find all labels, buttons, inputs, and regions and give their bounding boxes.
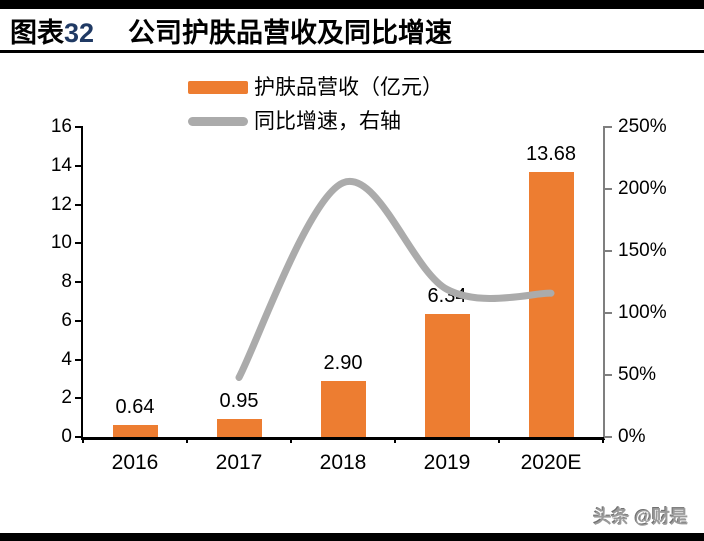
legend-line-label: 同比增速，右轴 [254, 110, 401, 133]
x-axis-tick [82, 437, 84, 443]
right-axis-tick-label: 0% [618, 426, 646, 447]
right-axis-tick-label: 150% [618, 240, 667, 261]
right-axis-tick [605, 126, 612, 128]
left-axis-tick [75, 281, 82, 283]
title-prefix: 图表 [10, 18, 64, 48]
top-border-bar [0, 0, 704, 9]
watermark: 头条 @财是 [593, 507, 688, 527]
x-axis-category-label: 2020E [520, 451, 582, 474]
title-number: 32 [64, 18, 95, 48]
bar [112, 424, 158, 437]
bar-value-label: 2.90 [323, 351, 363, 374]
y-axis-tick-label: 0 [61, 426, 72, 447]
right-axis-tick-label: 250% [618, 116, 667, 137]
left-axis-tick [75, 242, 82, 245]
y-axis-tick-label: 12 [50, 193, 72, 215]
bottom-axis-line [81, 437, 605, 440]
right-axis-tick-label: 50% [618, 364, 657, 385]
left-axis-tick [75, 164, 82, 167]
right-axis-tick [605, 374, 612, 376]
left-axis-tick [75, 319, 82, 322]
right-axis-tick [605, 436, 612, 438]
growth-line-path [235, 177, 555, 381]
page-title: 图表32 公司护肤品营收及同比增速 [10, 11, 452, 50]
bar-value-label: 6.34 [427, 285, 467, 308]
y-axis-tick-label: 16 [50, 116, 72, 137]
left-axis-tick [75, 358, 82, 361]
legend-bar-swatch [188, 81, 248, 94]
y-axis-tick-label: 10 [50, 232, 72, 254]
left-axis-tick [75, 436, 82, 438]
right-axis-tick [605, 312, 612, 314]
title-text: 公司护肤品营收及同比增速 [128, 18, 453, 48]
right-axis-tick [605, 188, 612, 190]
right-axis-line [603, 126, 605, 439]
x-axis-tick [394, 437, 396, 443]
bar [424, 314, 470, 437]
x-axis-category-label: 2019 [423, 451, 471, 474]
y-axis-tick-label: 2 [61, 387, 72, 409]
x-axis-category-label: 2018 [319, 451, 367, 474]
y-axis-tick-label: 8 [61, 271, 72, 292]
left-axis-tick [75, 126, 82, 128]
y-axis-tick-label: 4 [61, 348, 72, 370]
bar-value-label: 0.64 [115, 395, 155, 418]
x-axis-tick [498, 437, 500, 443]
y-axis-tick-label: 6 [61, 309, 72, 331]
bar [320, 380, 366, 437]
bar-value-label: 13.68 [525, 142, 577, 165]
bar-value-label: 0.95 [219, 389, 259, 412]
right-axis-tick-label: 100% [618, 302, 667, 323]
left-axis-tick [75, 203, 82, 206]
x-axis-tick [290, 437, 292, 443]
left-axis-tick [75, 397, 82, 400]
legend-line-swatch [188, 117, 248, 126]
left-axis-line [81, 126, 83, 439]
x-axis-category-label: 2017 [215, 451, 263, 474]
title-divider [0, 50, 704, 53]
bottom-border-bar [0, 533, 704, 541]
right-axis-tick-label: 200% [618, 178, 667, 199]
legend-bar-label: 护肤品营收（亿元） [254, 76, 443, 99]
x-axis-tick [602, 437, 604, 443]
x-axis-tick [186, 437, 188, 443]
x-axis-category-label: 2016 [111, 451, 159, 474]
bar [528, 171, 574, 437]
y-axis-tick-label: 14 [50, 154, 72, 176]
right-axis-tick [605, 250, 612, 252]
bar [216, 418, 262, 437]
